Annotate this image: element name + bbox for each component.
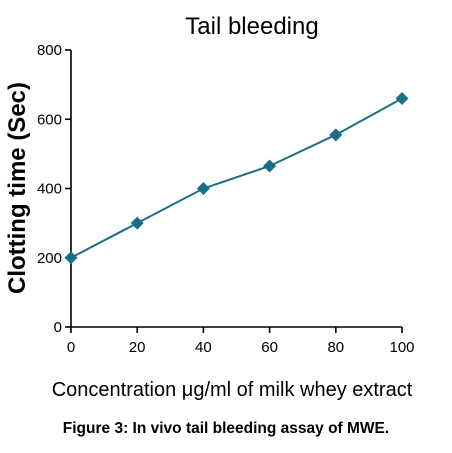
- x-ticks: 0 20 40 60 80 100: [67, 327, 415, 356]
- data-point-5: [395, 91, 409, 105]
- x-axis-label: Concentration μg/ml of milk whey extract: [52, 379, 413, 401]
- y-tick-label: 800: [37, 42, 62, 59]
- data-point-0: [64, 251, 78, 265]
- y-tick-label: 400: [37, 181, 62, 198]
- x-tick-label: 0: [67, 339, 75, 356]
- data-point-3: [263, 159, 277, 173]
- y-axis-label: Clotting time (Sec): [4, 82, 31, 294]
- data-point-2: [196, 182, 210, 195]
- y-tick-label: 600: [37, 111, 62, 128]
- series-group: [64, 91, 409, 265]
- chart: Tail bleeding Clotting time (Sec) Concen…: [4, 13, 415, 401]
- y-tick-label: 200: [37, 250, 62, 267]
- y-ticks: 0 200 400 600 800: [37, 42, 71, 336]
- y-tick-label: 0: [54, 319, 62, 336]
- data-point-4: [329, 128, 343, 142]
- x-tick-label: 60: [261, 339, 278, 356]
- figure-caption: Figure 3: In vivo tail bleeding assay of…: [62, 420, 390, 437]
- x-tick-label: 100: [389, 339, 414, 356]
- series-line: [70, 97, 403, 259]
- x-tick-label: 80: [327, 339, 344, 356]
- data-point-1: [130, 216, 144, 230]
- x-tick-label: 40: [195, 339, 212, 356]
- chart-title: Tail bleeding: [185, 13, 318, 40]
- x-tick-label: 20: [129, 339, 146, 356]
